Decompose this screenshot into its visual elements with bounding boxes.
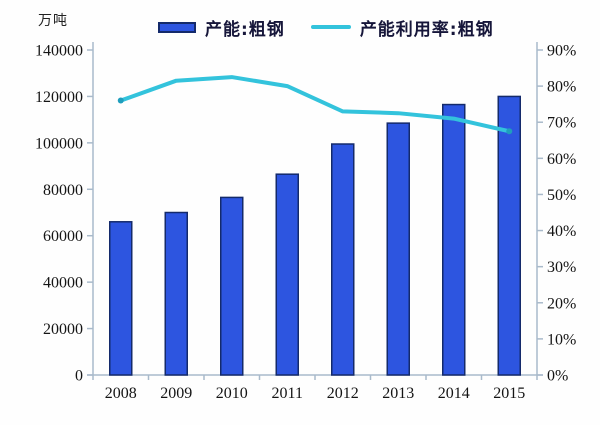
left-axis-tick-label: 100000 [35, 135, 83, 152]
legend-line-label: 产能利用率:粗钢 [359, 19, 494, 40]
bar-2011 [275, 173, 299, 376]
right-axis-tick-label: 70% [547, 115, 576, 132]
left-axis-tick-label: 40000 [43, 275, 83, 292]
right-axis-tick-label: 20% [547, 295, 576, 312]
utilization-line-endpoint [117, 97, 124, 104]
x-axis-label: 2014 [438, 385, 470, 402]
legend-line-swatch [310, 25, 351, 29]
bar-2012 [331, 143, 355, 376]
legend: 产能:粗钢 产能利用率:粗钢 [158, 16, 494, 40]
bar-2009 [164, 211, 188, 376]
right-axis-tick-label: 30% [547, 259, 576, 276]
x-axis-label: 2012 [327, 385, 359, 402]
bar-2013 [386, 122, 410, 376]
bar-2008 [109, 221, 133, 376]
right-axis-tick-label: 60% [547, 151, 576, 168]
legend-bar-label: 产能:粗钢 [205, 19, 285, 40]
legend-bar-swatch [158, 21, 196, 33]
right-axis-tick-label: 10% [547, 331, 576, 348]
left-axis-tick-label: 20000 [43, 321, 83, 338]
x-axis-label: 2013 [382, 385, 414, 402]
x-axis-label: 2015 [493, 385, 525, 402]
right-axis-tick-label: 0% [547, 368, 568, 385]
x-axis-label: 2010 [216, 385, 248, 402]
utilization-line [118, 75, 512, 134]
right-axis-tick-label: 50% [547, 187, 576, 204]
bar-2015 [497, 95, 521, 376]
left-axis-tick-label: 60000 [43, 228, 83, 245]
left-axis-tick-label: 140000 [35, 43, 83, 60]
x-axis-label: 2009 [160, 385, 192, 402]
left-axis-unit-label: 万吨 [38, 13, 68, 29]
bar-2014 [442, 103, 466, 376]
bar-2010 [220, 196, 244, 376]
left-axis-tick-label: 80000 [43, 182, 83, 199]
right-axis-tick-label: 80% [547, 79, 576, 96]
utilization-line-endpoint [506, 128, 513, 135]
x-axis-label: 2008 [105, 385, 137, 402]
right-axis-tick-label: 90% [547, 43, 576, 60]
left-axis-tick-label: 120000 [35, 89, 83, 106]
right-axis-tick-label: 40% [547, 223, 576, 240]
left-axis-tick-label: 0 [75, 368, 83, 385]
x-axis-label: 2011 [272, 385, 303, 402]
